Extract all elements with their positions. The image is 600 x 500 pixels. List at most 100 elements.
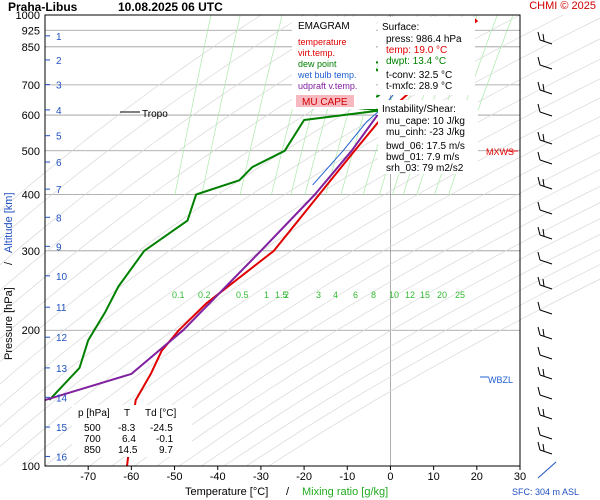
dry-adiabat <box>22 97 600 467</box>
legend-temperature: temperature <box>298 37 347 47</box>
surface-elevation-label: SFC: 304 m ASL <box>512 487 579 497</box>
wind-barb-feather <box>537 326 541 336</box>
wind-barb-staff <box>539 259 553 265</box>
mixing-ratio-label: 6 <box>353 290 358 300</box>
mixing-ratio-label: 0.2 <box>198 290 211 300</box>
mixing-ratio-label: 2 <box>284 290 289 300</box>
dry-adiabat <box>89 152 600 467</box>
km-tick-label: 5 <box>56 132 62 143</box>
km-tick-label: 11 <box>56 303 67 314</box>
level-table-td-700: -0.1 <box>156 434 174 445</box>
legend-updraft: udpraft v.temp. <box>298 81 357 91</box>
km-tick-label: 15 <box>56 423 68 434</box>
x-axis-label: Temperature [°C] <box>185 486 268 498</box>
pressure-tick-label: 500 <box>22 146 40 158</box>
mixing-ratio-label: 3 <box>316 290 321 300</box>
mixing-ratio-line <box>174 14 212 195</box>
wind-barb-staff <box>539 39 553 45</box>
wind-barb-feather <box>537 276 541 286</box>
mixing-ratio-label: 8 <box>371 290 376 300</box>
wind-barb-staff <box>539 414 553 420</box>
km-tick-label: 12 <box>56 333 68 344</box>
legend-dew-point: dew point <box>298 59 337 69</box>
legend-box <box>292 17 376 109</box>
mixing-ratio-label: 10 <box>389 290 399 300</box>
mixing-ratio-label: 12 <box>405 290 415 300</box>
level-table-td-500: -24.5 <box>150 423 173 434</box>
instability-info: Instability/Shear: mu_cape: 10 J/kg mu_c… <box>378 100 478 174</box>
dry-adiabat <box>178 218 600 467</box>
legend-virt-temp: virt.temp. <box>298 48 335 58</box>
wbzl-label: WBZL <box>488 375 513 385</box>
wind-barb-staff <box>539 334 553 340</box>
surface-title: Surface: <box>382 22 419 33</box>
x-tick-label: -40 <box>210 471 226 483</box>
wind-barb-feather <box>537 366 541 376</box>
x-tick-label: -60 <box>123 471 139 483</box>
wind-barb-feather <box>537 31 541 41</box>
plot-frame <box>44 14 521 467</box>
level-table-p-850: 850 <box>84 445 101 456</box>
wind-barbs <box>537 31 553 455</box>
x-axis-label-2: Mixing ratio [g/kg] <box>302 486 388 498</box>
x-tick-label: 30 <box>514 471 526 483</box>
x-tick-label: -30 <box>253 471 269 483</box>
x-axis-separator: / <box>286 486 290 498</box>
mu-cinh-value: mu_cinh: -23 J/kg <box>386 127 465 138</box>
wind-barb-staff <box>539 139 553 145</box>
legend-wet-bulb: wet bulb temp. <box>297 70 357 80</box>
wind-barb-feather <box>537 131 541 141</box>
km-tick-label: 7 <box>56 185 62 196</box>
wind-barb-feather <box>542 33 545 42</box>
level-table: p [hPa] T Td [°C] 500 -8.3 -24.5 700 6.4… <box>72 405 192 457</box>
mixing-ratio-label: 15 <box>420 290 430 300</box>
wind-barb-feather <box>537 226 541 236</box>
pressure-tick-label: 850 <box>22 42 40 54</box>
level-table-header-t: T <box>124 408 130 419</box>
x-tick-label: 0 <box>387 471 393 483</box>
dry-adiabat <box>156 202 600 467</box>
wind-barb-feather <box>537 346 541 356</box>
mxws-label: MXWS <box>486 147 514 157</box>
pressure-tick-label: 400 <box>22 189 40 201</box>
srh03-value: srh_03: 79 m2/s2 <box>386 163 464 174</box>
km-tick-label: 13 <box>56 364 68 375</box>
instability-title: Instability/Shear: <box>382 104 456 115</box>
bwd06-value: bwd_06: 17.5 m/s <box>386 141 465 152</box>
surface-info: Surface: press: 986.4 hPa temp: 19.0 °C … <box>378 17 475 95</box>
wind-barb-staff <box>539 309 553 315</box>
wind-barb-feather <box>537 151 541 161</box>
wind-barb-feather <box>542 228 545 237</box>
x-tick-label: -10 <box>339 471 355 483</box>
dry-adiabat <box>0 14 305 239</box>
sounding-datetime: 10.08.2025 06 UTC <box>118 0 223 14</box>
level-table-td-850: 9.7 <box>159 445 173 456</box>
mixing-ratio-line <box>239 14 283 195</box>
wind-barb-feather <box>542 83 545 92</box>
dry-adiabat <box>67 134 600 467</box>
level-table-p-700: 700 <box>84 434 101 445</box>
level-table-p-500: 500 <box>84 423 101 434</box>
surface-dwpt: dwpt: 13.4 °C <box>386 56 446 67</box>
surface-press: press: 986.4 hPa <box>386 34 462 45</box>
km-tick-label: 16 <box>56 452 68 463</box>
wind-barb-feather <box>537 176 541 186</box>
wind-barb-feather <box>542 278 545 287</box>
surface-box <box>378 17 475 95</box>
wind-barb-staff <box>539 89 553 95</box>
copyright-label: CHMI © 2025 <box>529 0 596 12</box>
wind-barb-feather <box>537 301 541 311</box>
station-name: Praha-Libus <box>8 0 78 14</box>
dry-adiabat <box>0 14 564 385</box>
level-table-t-700: 6.4 <box>122 434 136 445</box>
pressure-tick-label: 100 <box>22 461 40 473</box>
wind-barb-staff <box>539 209 553 215</box>
wind-barb-staff <box>539 449 553 455</box>
wind-barb-staff <box>539 234 553 240</box>
wind-barb-staff <box>539 111 553 117</box>
wind-barb-staff <box>539 434 553 440</box>
km-tick-label: 1 <box>56 32 62 43</box>
wind-barb-staff <box>539 284 553 290</box>
legend-title: EMAGRAM <box>298 21 350 32</box>
pressure-tick-label: 1000 <box>16 10 40 22</box>
